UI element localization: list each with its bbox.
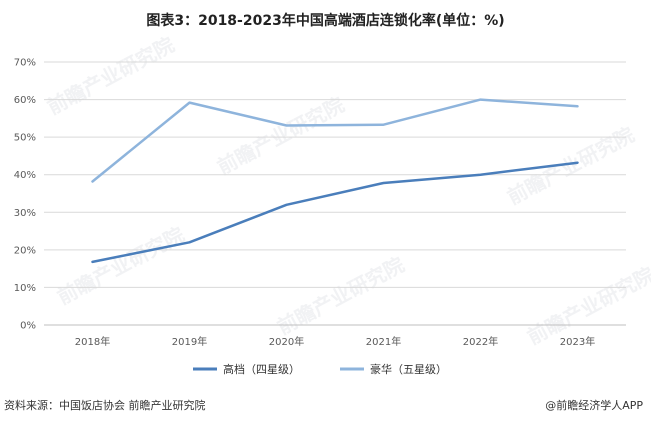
y-tick-label: 30% bbox=[14, 208, 36, 219]
chart-title: 图表3：2018-2023年中国高端酒店连锁化率(单位：%) bbox=[146, 13, 505, 29]
y-tick-label: 40% bbox=[14, 170, 36, 181]
brand-label: @前瞻经济学人APP bbox=[545, 399, 643, 412]
x-tick-label: 2018年 bbox=[75, 335, 110, 348]
series-lines bbox=[91, 98, 579, 264]
x-tick-label: 2023年 bbox=[560, 335, 595, 348]
legend-label: 高档（四星级） bbox=[223, 362, 300, 376]
x-tick-label: 2019年 bbox=[172, 335, 207, 348]
x-tick-label: 2022年 bbox=[463, 335, 498, 348]
series-line-0 bbox=[91, 161, 579, 264]
x-tick-label: 2021年 bbox=[366, 335, 401, 348]
y-tick-label: 20% bbox=[14, 245, 36, 256]
x-tick-label: 2020年 bbox=[269, 335, 304, 348]
source-note: 资料来源：中国饭店协会 前瞻产业研究院 bbox=[4, 399, 206, 412]
legend-label: 豪华（五星级） bbox=[370, 362, 447, 376]
y-tick-label: 60% bbox=[14, 95, 36, 106]
legend: 高档（四星级） 豪华（五星级） bbox=[193, 362, 447, 376]
x-axis-ticks: 2018年 2019年 2020年 2021年 2022年 2023年 bbox=[75, 335, 595, 348]
series-line-1 bbox=[91, 98, 579, 183]
y-tick-label: 0% bbox=[20, 321, 36, 332]
y-tick-label: 10% bbox=[14, 283, 36, 294]
y-tick-label: 50% bbox=[14, 133, 36, 144]
y-tick-label: 70% bbox=[14, 58, 36, 69]
grid-lines bbox=[44, 61, 626, 326]
y-axis-ticks: 0% 10% 20% 30% 40% 50% 60% 70% bbox=[14, 58, 36, 332]
